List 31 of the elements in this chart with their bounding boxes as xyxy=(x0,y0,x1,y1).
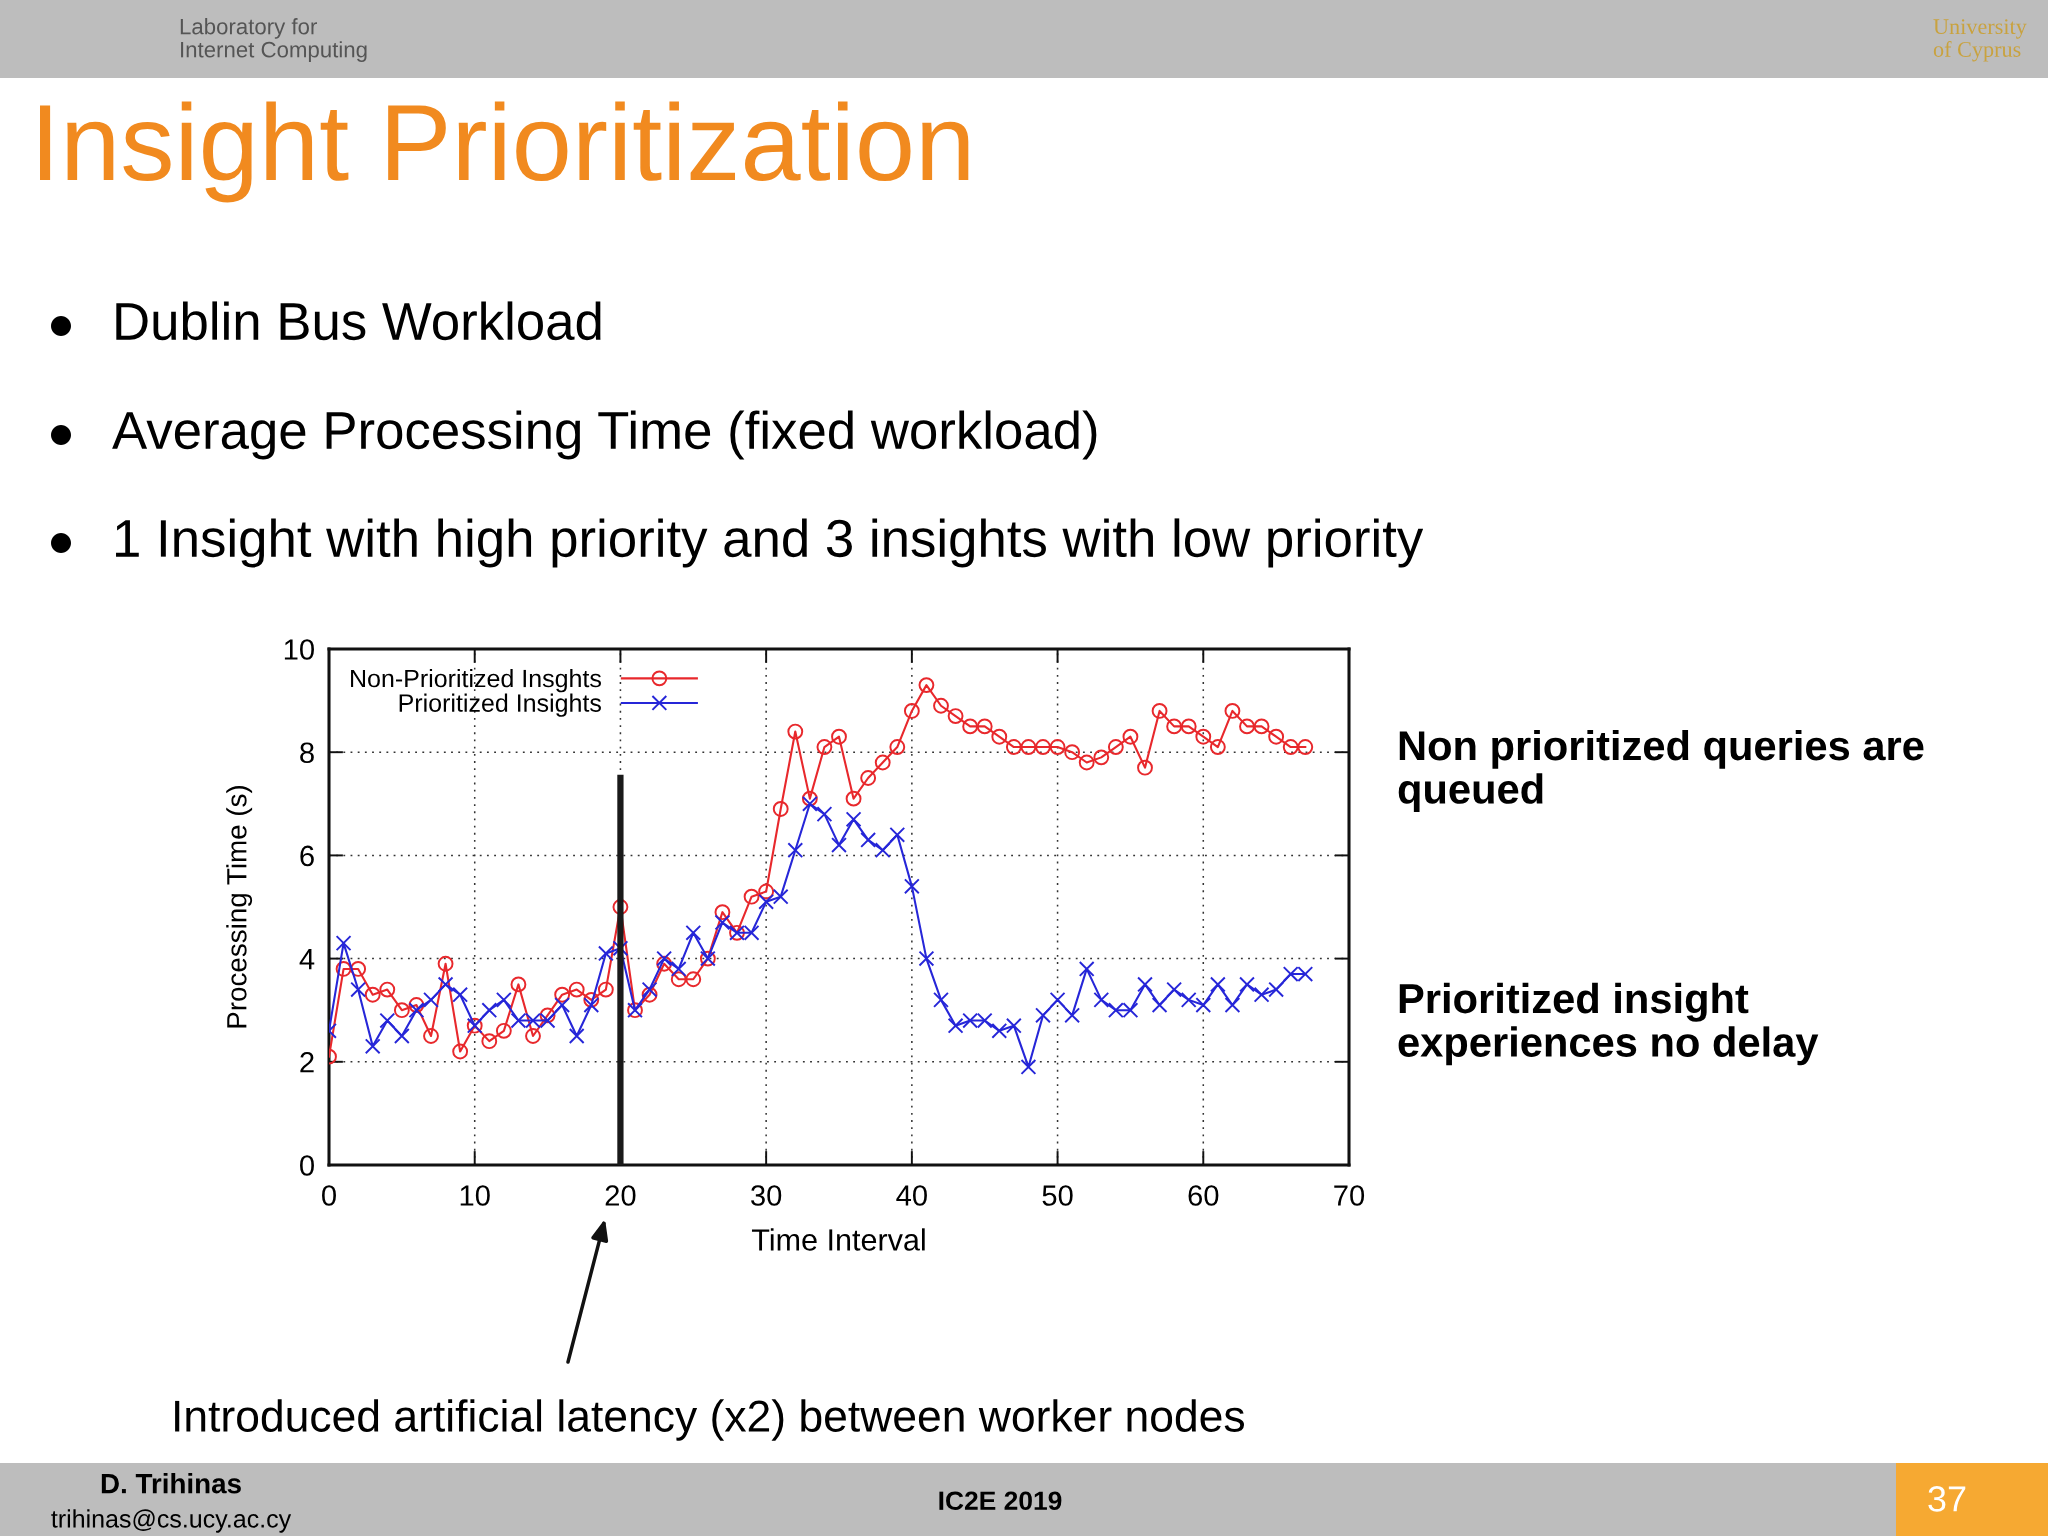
text: Non prioritized queries are queued xyxy=(1398,729,1924,813)
x-tick-label: 0 xyxy=(322,1185,336,1206)
x-axis-title: Time Interval xyxy=(751,1228,925,1251)
x-tick-label: 10 xyxy=(460,1185,490,1206)
legend-label: Non-Prioritized Insghts xyxy=(351,669,601,693)
text: Introduced artificial latency (x2) between worker nodes xyxy=(175,1399,1245,1441)
y-tick-label: 10 xyxy=(284,639,314,660)
legend-label: Prioritized Insights xyxy=(399,693,601,717)
text: Dublin Bus Workload xyxy=(116,301,601,341)
text: 37 xyxy=(1928,1486,1966,1512)
text: Prioritized insight experiences no delay xyxy=(1398,982,1819,1066)
x-tick-label: 70 xyxy=(1334,1185,1365,1206)
text: trihinas@cs.ucy.ac.cy xyxy=(51,1509,292,1533)
y-tick-label: 2 xyxy=(300,1052,314,1073)
x-tick-label: 20 xyxy=(605,1185,636,1206)
y-tick-label: 4 xyxy=(299,949,315,970)
text: IC2E 2019 xyxy=(939,1491,1062,1511)
text: D. Trihinas xyxy=(101,1473,241,1494)
x-tick-label: 60 xyxy=(1188,1185,1219,1206)
text: 1 Insight with high priority and 3 insights with low priority xyxy=(116,518,1424,568)
y-axis-title: Processing Time (s) xyxy=(226,786,253,1028)
x-tick-label: 30 xyxy=(751,1185,782,1206)
y-tick-label: 0 xyxy=(300,1155,314,1176)
y-tick-label: 8 xyxy=(300,742,314,764)
x-tick-label: 50 xyxy=(1042,1185,1073,1206)
y-tick-label: 6 xyxy=(300,845,314,867)
text: Average Processing Time (fixed workload) xyxy=(112,410,1097,460)
chart-title: Insight Prioritization xyxy=(40,101,969,203)
text: University of Cyprus xyxy=(1933,19,2027,62)
text: Laboratory for Internet Computing xyxy=(180,18,367,62)
x-tick-label: 40 xyxy=(896,1185,927,1206)
